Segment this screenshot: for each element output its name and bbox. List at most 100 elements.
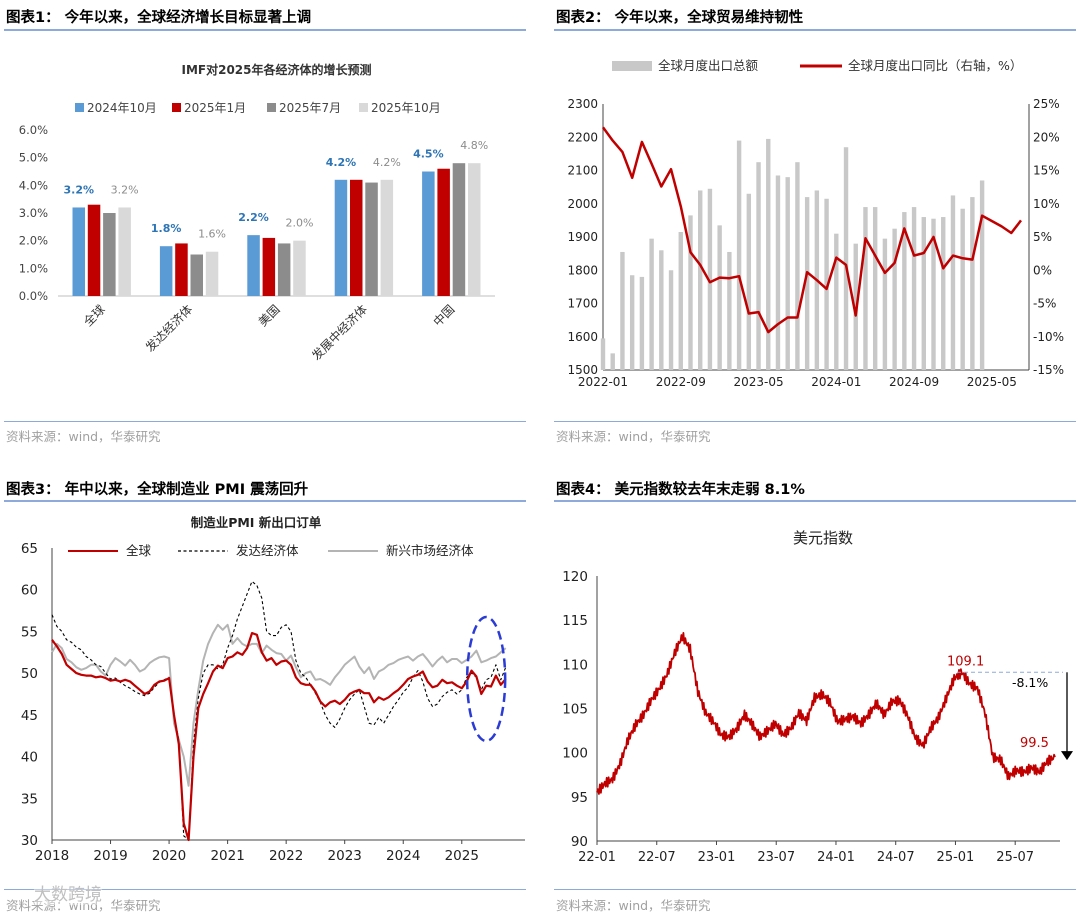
- data-label: 4.2%: [373, 156, 401, 169]
- export-bar: [717, 225, 722, 370]
- y-right-tick: 25%: [1033, 97, 1060, 111]
- export-bar: [824, 198, 829, 370]
- export-bar: [649, 238, 654, 370]
- data-label: 4.2%: [326, 156, 357, 169]
- category-label: 全球: [80, 302, 108, 330]
- peak-label: 109.1: [947, 654, 984, 669]
- export-bar: [950, 195, 956, 370]
- x-tick-label: 23-01: [698, 850, 736, 865]
- export-bar: [843, 147, 849, 370]
- pmi-line-0: [51, 631, 507, 842]
- y-left-tick: 1800: [567, 263, 598, 277]
- y-tick-label: 100: [562, 746, 588, 762]
- x-tick-label: 2024-09: [889, 375, 939, 389]
- legend-line-label: 全球月度出口同比（右轴，%）: [848, 58, 1022, 73]
- export-bar: [688, 215, 693, 370]
- x-tick-label: 24-01: [817, 850, 855, 865]
- change-label: -8.1%: [1012, 675, 1048, 690]
- y-right-tick: 20%: [1033, 130, 1060, 144]
- watermark: 大数跨境: [34, 880, 102, 905]
- bar-2-3: [293, 240, 306, 296]
- panel2-source-rule: [554, 421, 1076, 422]
- export-bar: [960, 208, 965, 370]
- bar-4-3: [468, 163, 481, 296]
- export-bar: [659, 250, 664, 370]
- y-tick-label: 3.0%: [19, 206, 48, 220]
- y-left-tick: 2100: [567, 164, 598, 178]
- export-bar: [756, 162, 761, 370]
- category-label: 中国: [430, 302, 458, 330]
- category-label: 发达经济体: [142, 302, 195, 355]
- export-bar: [882, 238, 888, 370]
- y-left-tick: 1900: [567, 230, 598, 244]
- y-tick-label: 5.0%: [19, 151, 48, 165]
- panel1-source-rule: [4, 421, 526, 422]
- data-label: 1.8%: [151, 222, 182, 235]
- x-tick-label: 22-01: [578, 850, 616, 865]
- y-right-tick: -10%: [1033, 330, 1064, 344]
- y-tick-label: 6.0%: [19, 123, 48, 137]
- y-tick-label: 110: [562, 657, 588, 673]
- export-bar: [600, 338, 606, 370]
- bar-3-3: [380, 179, 394, 296]
- y-left-tick: 2300: [567, 97, 598, 111]
- x-tick-label: 2018: [35, 848, 69, 864]
- data-label: 3.2%: [63, 183, 94, 196]
- x-tick-label: 2022-09: [656, 375, 706, 389]
- export-bar: [620, 251, 625, 370]
- y-tick-label: 65: [21, 541, 38, 557]
- panel4-title: 图表4： 美元指数较去年末走弱 8.1%: [556, 482, 805, 498]
- bar-4-2: [452, 163, 466, 296]
- y-tick-label: 30: [21, 833, 38, 849]
- y-tick-label: 120: [562, 569, 588, 585]
- export-bar: [639, 276, 645, 370]
- export-bar: [766, 138, 771, 370]
- legend-label-1: 2025年1月: [184, 101, 246, 115]
- y-tick-label: 115: [562, 613, 588, 629]
- data-label: 4.8%: [460, 139, 488, 152]
- x-tick-label: 2025-05: [967, 375, 1017, 389]
- y-tick-label: 60: [21, 583, 38, 599]
- bar-2-2: [277, 243, 291, 296]
- export-bar: [668, 270, 674, 370]
- export-bar: [941, 217, 946, 370]
- legend-swatch-1: [172, 103, 181, 112]
- y-right-tick: 15%: [1033, 164, 1060, 178]
- bar-0-2: [103, 213, 116, 296]
- bar-1-2: [190, 254, 203, 296]
- pmi-line-1: [51, 580, 507, 841]
- y-right-tick: -5%: [1033, 297, 1056, 311]
- panel1-source: 资料来源：wind，华泰研究: [6, 429, 161, 444]
- export-bar: [746, 193, 752, 370]
- panel4-source: 资料来源：wind，华泰研究: [556, 898, 711, 913]
- legend-bar-swatch: [612, 61, 652, 71]
- legend-label-2: 新兴市场经济体: [386, 543, 474, 558]
- pmi-line-2: [51, 623, 507, 787]
- panel3-title: 图表3： 年中以来，全球制造业 PMI 震荡回升: [6, 482, 309, 498]
- bar-1-0: [159, 246, 173, 296]
- decline-arrow-head: [1061, 751, 1073, 761]
- x-tick-label: 2023: [328, 848, 362, 864]
- bar-0-3: [118, 207, 131, 296]
- y-tick-label: 95: [571, 790, 588, 806]
- export-yoy-line: [601, 126, 1022, 334]
- y-tick-label: 90: [571, 834, 588, 850]
- export-bar: [834, 233, 839, 370]
- panel3-source-rule: [4, 889, 526, 890]
- bar-2-0: [247, 235, 260, 296]
- export-bar: [698, 190, 703, 370]
- y-tick-label: 0.0%: [19, 289, 48, 303]
- panel2-title-rule: [554, 29, 1076, 31]
- legend-swatch-0: [75, 103, 84, 112]
- chart4-title: 美元指数: [793, 529, 853, 547]
- export-bar: [892, 228, 897, 370]
- bar-3-2: [365, 182, 378, 296]
- panel3-source: 资料来源：wind，华泰研究: [6, 898, 161, 913]
- y-left-tick: 1700: [567, 297, 598, 311]
- imf-growth-bar-chart: IMF对2025年各经济体的增长预测 2024年10月 2025年1月 2025年7月…: [19, 62, 495, 363]
- export-bar: [804, 197, 810, 370]
- x-tick-label: 2022-01: [578, 375, 628, 389]
- panel3-title-rule: [4, 500, 526, 502]
- y-tick-label: 105: [562, 702, 588, 718]
